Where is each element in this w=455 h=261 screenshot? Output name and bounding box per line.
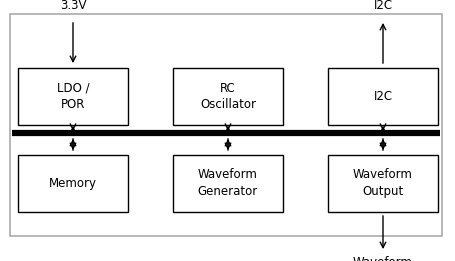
Text: I2C: I2C [373,0,392,12]
Text: Memory: Memory [49,177,97,190]
Text: Waveform: Waveform [352,256,412,261]
Bar [327,155,437,212]
Bar [10,14,441,236]
Text: RC
Oscillator: RC Oscillator [200,81,255,111]
Text: I2C: I2C [373,90,392,103]
Bar [172,68,283,125]
Bar [18,155,128,212]
Bar [327,68,437,125]
Bar [18,68,128,125]
Text: Waveform
Output: Waveform Output [352,169,412,199]
Bar [172,155,283,212]
Text: Waveform
Generator: Waveform Generator [197,169,258,199]
Text: 3.3V: 3.3V [60,0,86,12]
Text: LDO /
POR: LDO / POR [56,81,89,111]
